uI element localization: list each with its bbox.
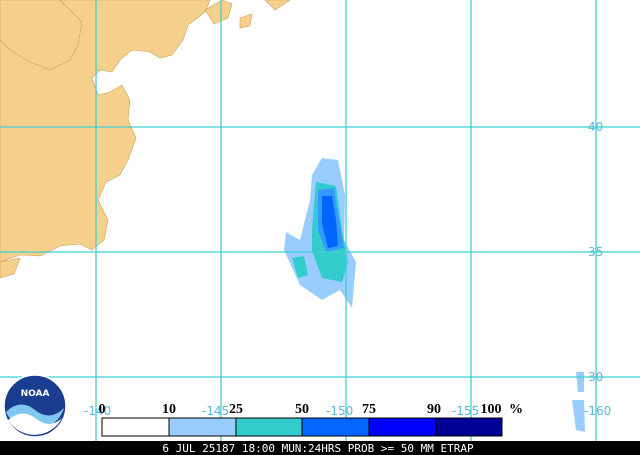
lat-label: 40: [588, 120, 603, 134]
logo-text: NOAA: [21, 389, 50, 399]
caption-bar: [0, 441, 640, 455]
lat-label: 30: [588, 370, 603, 384]
legend-label: 10: [162, 402, 176, 417]
legend-label: 75: [362, 402, 376, 417]
legend-swatch: [435, 417, 503, 437]
legend-unit: %: [509, 402, 523, 417]
graticule: [0, 0, 640, 441]
legend-label: 100: [481, 402, 502, 417]
lat-label: 35: [588, 245, 603, 259]
legend-label: 0: [99, 402, 106, 417]
lat-labels: 40 35 30: [588, 120, 603, 384]
legend-swatch: [235, 417, 303, 437]
legend: 0 10 25 50 75 90 100 %: [99, 402, 523, 437]
lon-labels: -140 -145 -150 -155 -160: [84, 404, 611, 418]
precip-area: [284, 158, 585, 432]
legend-label: 50: [295, 402, 309, 417]
land: [0, 0, 291, 279]
legend-label: 90: [427, 402, 441, 417]
caption: 6 JUL 25187 18:00 MUN:24HRS PROB >= 50 M…: [162, 442, 474, 455]
lon-label: -160: [584, 404, 611, 418]
legend-swatch: [301, 417, 370, 437]
lon-label: -145: [202, 404, 229, 418]
lon-label: -150: [326, 404, 353, 418]
legend-swatch: [101, 417, 170, 437]
lon-label: -155: [452, 404, 479, 418]
legend-swatch: [168, 417, 237, 437]
legend-swatch: [368, 417, 437, 437]
legend-label: 25: [229, 402, 243, 417]
noaa-logo: NOAA: [3, 374, 67, 438]
lon-label: -140: [84, 404, 111, 418]
